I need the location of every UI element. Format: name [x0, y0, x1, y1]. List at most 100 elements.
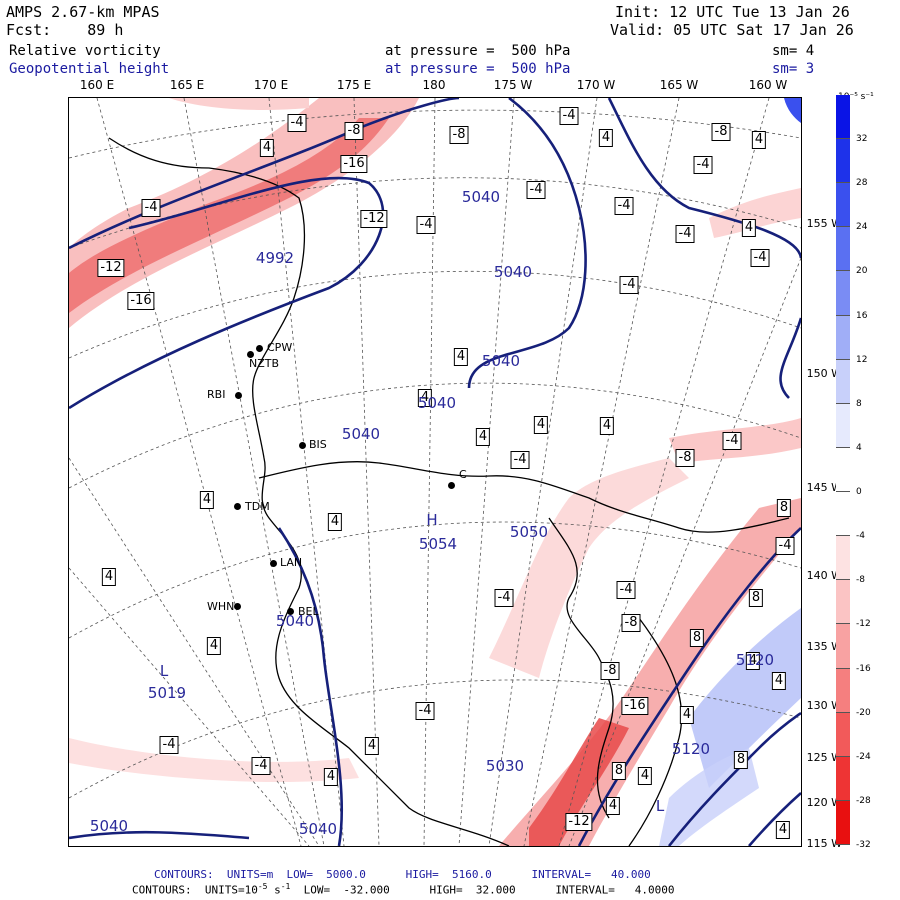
vorticity-label: 8	[776, 499, 792, 517]
vorticity-label: 4	[453, 348, 469, 366]
colorbar-tick-label: 16	[856, 310, 868, 321]
vorticity-label: 4	[259, 139, 275, 157]
station-label: BIS	[309, 438, 327, 451]
height-label: 5019	[147, 684, 187, 702]
vorticity-label: -8	[600, 662, 620, 680]
colorbar-tick-label: 4	[856, 442, 862, 453]
vorticity-label: 4	[199, 491, 215, 509]
colorbar-tick-label: -8	[856, 575, 865, 586]
negative-vorticity-band	[489, 458, 689, 678]
height-label: 5040	[298, 820, 338, 838]
station-label: LAN	[280, 556, 303, 569]
station-dot	[256, 345, 263, 352]
vorticity-label: 4	[751, 131, 767, 149]
colorbar-cell	[836, 183, 850, 228]
vorticity-label: -4	[675, 225, 695, 243]
negative-vorticity-band	[499, 498, 801, 846]
vorticity-label: 4	[679, 706, 695, 724]
station-dot	[234, 503, 241, 510]
vorticity-label: -12	[565, 813, 593, 831]
colorbar-tick-label: -28	[856, 795, 871, 806]
vorticity-label: -8	[675, 449, 695, 467]
vorticity-label: -4	[722, 432, 742, 450]
negative-vorticity-band	[69, 738, 359, 783]
colorbar-tick-label: 28	[856, 178, 868, 189]
vorticity-label: -4	[251, 757, 271, 775]
colorbar-cell	[836, 139, 850, 184]
map-panel: CPW NZTB RBI BIS TDM LAN WHN BEL C -4 -8…	[68, 97, 802, 847]
vorticity-label: -16	[340, 155, 368, 173]
vorticity-label: 4	[417, 389, 433, 407]
vorticity-label: 8	[748, 589, 764, 607]
vorticity-label: -4	[614, 197, 634, 215]
vorticity-label: 8	[689, 629, 705, 647]
negative-vorticity-band	[169, 98, 309, 110]
negative-vorticity-core	[69, 118, 389, 313]
vorticity-label: -4	[416, 216, 436, 234]
colorbar	[836, 95, 850, 845]
colorbar-cell	[836, 800, 850, 845]
forecast-hour: Fcst: 89 h	[6, 21, 124, 39]
height-label: 5040	[481, 352, 521, 370]
colorbar-cell	[836, 447, 850, 493]
colorbar-cell	[836, 712, 850, 757]
positive-vorticity-area	[689, 608, 801, 788]
station-dot	[448, 482, 455, 489]
vorticity-label: -4	[775, 537, 795, 555]
colorbar-cell	[836, 95, 850, 140]
colorbar-tick-label: -16	[856, 663, 871, 674]
lon-label: 165 W	[659, 78, 699, 92]
height-label: 5040	[493, 263, 533, 281]
lon-label: 175 E	[336, 78, 372, 92]
height-contour-info: CONTOURS: UNITS=m LOW= 5000.0 HIGH= 5160…	[154, 868, 651, 881]
colorbar-tick-label: 12	[856, 354, 868, 365]
valid-time: Valid: 05 UTC Sat 17 Jan 26	[610, 21, 854, 39]
lon-label: 170 W	[576, 78, 616, 92]
init-time: Init: 12 UTC Tue 13 Jan 26	[615, 3, 850, 21]
colorbar-tick-label: 8	[856, 398, 862, 409]
lon-label: 160 E	[79, 78, 115, 92]
colorbar-cell	[836, 271, 850, 316]
vorticity-label: 4	[745, 652, 761, 670]
vorticity-label: -4	[559, 107, 579, 125]
vorticity-label: -8	[621, 614, 641, 632]
model-title: AMPS 2.67-km MPAS	[6, 3, 160, 21]
colorbar-tick-label: -24	[856, 751, 871, 762]
vorticity-label: 4	[533, 416, 549, 434]
vorticity-label: -4	[415, 702, 435, 720]
vorticity-label: 4	[599, 417, 615, 435]
height-label: 5040	[275, 612, 315, 630]
field1-smoothing: sm= 4	[772, 43, 815, 59]
vorticity-label: 4	[475, 428, 491, 446]
map-canvas	[69, 98, 801, 846]
vorticity-label: 4	[327, 513, 343, 531]
colorbar-cell	[836, 403, 850, 448]
field2-level: at pressure = 500 hPa	[385, 61, 571, 77]
vorticity-label: -4	[616, 581, 636, 599]
colorbar-tick-label: -12	[856, 619, 871, 630]
vorticity-label: -4	[159, 736, 179, 754]
height-label: 5040	[89, 817, 129, 835]
lon-label: 180	[422, 78, 446, 92]
vorticity-label: -4	[141, 199, 161, 217]
vorticity-label: -8	[711, 123, 731, 141]
station-dot	[287, 608, 294, 615]
colorbar-tick-label: 0	[856, 487, 862, 498]
height-contours	[69, 98, 801, 846]
colorbar-cell	[836, 227, 850, 272]
height-label: 5040	[341, 425, 381, 443]
vorticity-label: 4	[598, 129, 614, 147]
station-label: NZTB	[249, 357, 280, 370]
colorbar-cell	[836, 624, 850, 669]
graticule	[69, 98, 801, 846]
colorbar-cell	[836, 359, 850, 404]
station-label: TDM	[245, 500, 270, 513]
vorticity-label: 4	[206, 637, 222, 655]
colorbar-cell	[836, 315, 850, 360]
low-marker: L	[159, 662, 169, 680]
station-label: WHN	[207, 600, 235, 613]
low-marker: L	[655, 797, 665, 815]
vorticity-label: 4	[637, 767, 653, 785]
negative-vorticity-band	[709, 188, 801, 238]
field1-name: Relative vorticity	[9, 43, 161, 59]
